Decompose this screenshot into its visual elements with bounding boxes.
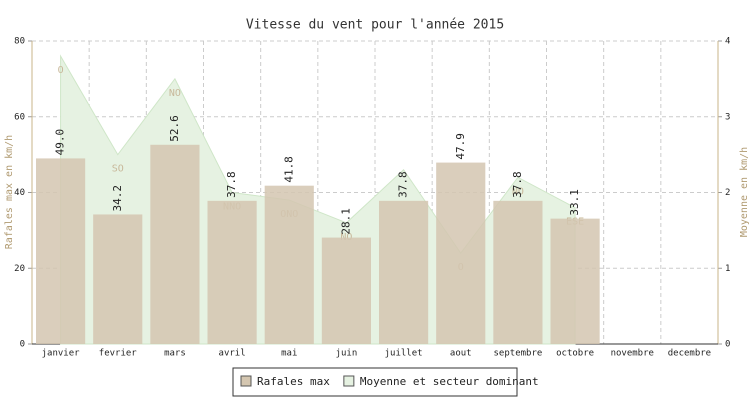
x-tick-label: juillet [385, 349, 423, 359]
direction-label: SO [112, 164, 124, 175]
value-label: 41.8 [282, 156, 295, 183]
y2-tick-label: 4 [725, 37, 730, 47]
value-label: 52.6 [168, 115, 181, 142]
x-tick-label: janvier [42, 349, 81, 359]
bar [150, 144, 200, 344]
x-tick-label: octobre [556, 349, 594, 359]
legend-label: Moyenne et secteur dominant [360, 375, 539, 388]
x-tick-label: fevrier [99, 349, 138, 359]
bar [264, 185, 314, 344]
y-axis-label: Rafales max en km/h [4, 135, 15, 249]
x-tick-label: mars [164, 349, 186, 359]
chart-title: Vitesse du vent pour l'année 2015 [246, 18, 504, 33]
x-tick-label: aout [450, 349, 472, 359]
x-tick-label: decembre [668, 349, 711, 359]
value-label: 37.8 [397, 171, 410, 198]
value-label: 34.2 [111, 185, 124, 212]
bar [321, 237, 371, 344]
value-label: 49.0 [54, 129, 67, 156]
bar [493, 200, 543, 344]
value-label: 33.1 [568, 189, 581, 216]
y-tick-label: 40 [14, 188, 25, 198]
x-tick-label: novembre [611, 349, 654, 359]
direction-label: NO [340, 232, 352, 243]
x-tick-label: avril [219, 349, 246, 359]
y2-tick-label: 2 [725, 188, 730, 198]
x-tick-label: juin [336, 349, 358, 359]
value-label: 47.9 [454, 133, 467, 160]
bar [36, 158, 86, 344]
direction-label: NO [512, 186, 524, 197]
value-label: 37.8 [225, 171, 238, 198]
bar [550, 218, 600, 344]
y2-tick-label: 0 [725, 340, 730, 350]
direction-label: O [58, 65, 64, 76]
y2-axis-label: Moyenne en km/h [739, 147, 750, 237]
x-tick-label: mai [281, 349, 297, 359]
legend-label: Rafales max [257, 375, 330, 388]
direction-label: NO [169, 88, 181, 99]
y2-tick-label: 1 [725, 264, 730, 274]
bar [436, 162, 486, 344]
value-label: 37.8 [511, 171, 524, 198]
y-tick-label: 20 [14, 264, 25, 274]
y2-tick-label: 3 [725, 112, 730, 122]
bar [93, 214, 143, 344]
value-label: 28.1 [339, 208, 352, 235]
x-tick-label: septembre [494, 349, 543, 359]
y-tick-label: 60 [14, 112, 25, 122]
legend-swatch [343, 375, 355, 387]
y-tick-label: 0 [20, 340, 25, 350]
bar [207, 200, 257, 344]
y-tick-label: 80 [14, 37, 25, 47]
legend-swatch [240, 375, 252, 387]
legend-box [232, 367, 518, 397]
bar [379, 200, 429, 344]
